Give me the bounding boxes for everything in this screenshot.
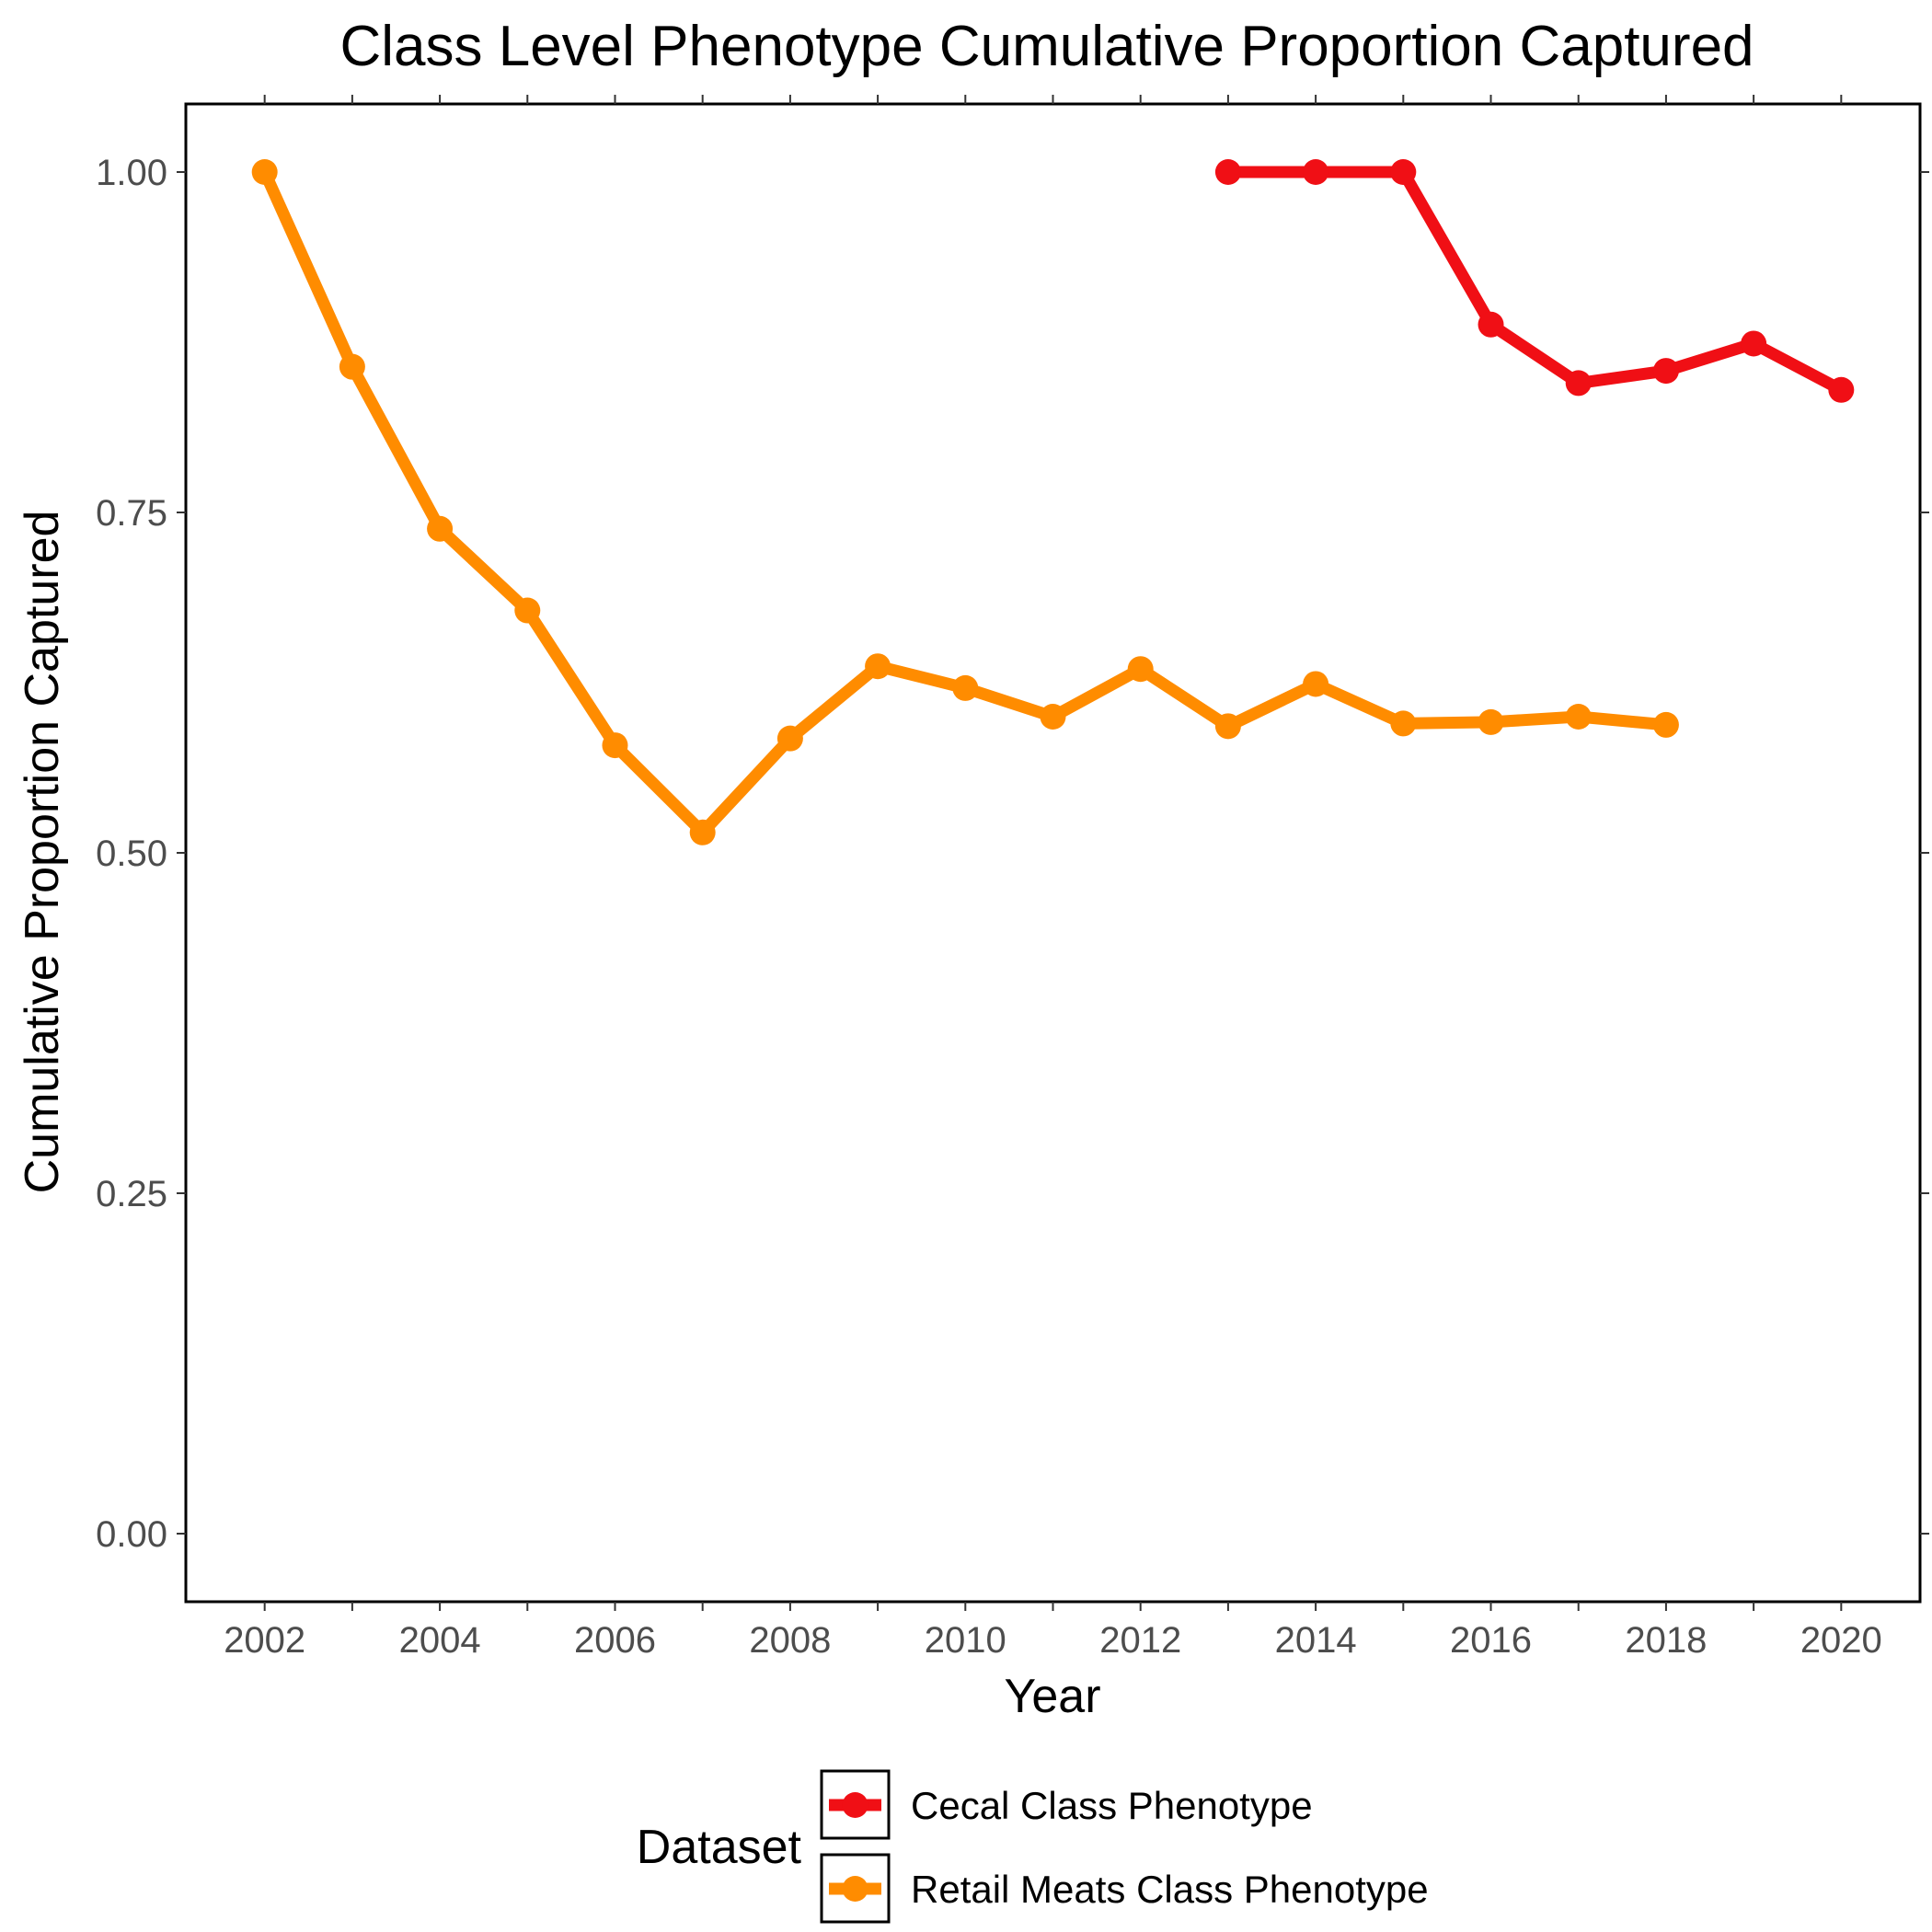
y-tick-label: 0.50: [96, 834, 167, 874]
data-point: [1127, 656, 1154, 683]
data-point: [1565, 370, 1592, 397]
data-point: [1652, 358, 1679, 385]
series-line: [1222, 166, 1847, 397]
x-axis: 2002 2004 2006 2008 2010 2012 2014 2016 2018 2020: [224, 95, 1882, 1661]
data-point: [1390, 159, 1417, 185]
data-point: [1303, 159, 1329, 185]
data-point: [689, 819, 716, 845]
legend-key-point: [842, 1876, 868, 1902]
legend-items: Cecal Class Phenotype Retail Meats Class …: [820, 1769, 1429, 1924]
data-point: [1214, 713, 1241, 740]
data-point: [427, 515, 454, 542]
legend: Dataset Cecal Class Phenotype Retail Meat…: [637, 1769, 1429, 1924]
data-point: [1478, 311, 1504, 338]
legend-title: Dataset: [637, 1821, 802, 1874]
data-point: [602, 732, 628, 759]
data-point: [251, 159, 278, 185]
y-tick-label: 1.00: [96, 153, 167, 193]
series-0: [1214, 159, 1855, 403]
x-tick-label: 2014: [1275, 1620, 1357, 1661]
legend-item: Retail Meats Class Phenotype: [820, 1853, 1429, 1924]
data-point: [1040, 704, 1066, 730]
x-axis-title: Year: [1004, 1670, 1100, 1723]
legend-key-point: [842, 1792, 868, 1818]
x-tick-label: 2004: [399, 1620, 481, 1661]
x-tick-label: 2020: [1800, 1620, 1882, 1661]
series-1: [251, 159, 1679, 845]
x-tick-label: 2012: [1099, 1620, 1181, 1661]
data-point: [1652, 711, 1679, 738]
x-tick-label: 2006: [574, 1620, 656, 1661]
chart-title: Class Level Phenotype Cumulative Proport…: [339, 15, 1754, 78]
data-point: [1565, 704, 1592, 730]
data-point: [1303, 671, 1329, 697]
legend-item: Cecal Class Phenotype: [820, 1769, 1313, 1840]
legend-label: Retail Meats Class Phenotype: [911, 1868, 1429, 1911]
x-tick-label: 2016: [1450, 1620, 1532, 1661]
data-point: [1390, 710, 1417, 737]
y-axis-title: Cumulative Proportion Captured: [16, 511, 69, 1194]
data-point: [865, 653, 891, 680]
y-tick-label: 0.75: [96, 493, 167, 534]
data-point: [776, 725, 803, 752]
data-point: [952, 674, 979, 701]
y-tick-label: 0.00: [96, 1514, 167, 1555]
x-tick-label: 2002: [224, 1620, 305, 1661]
data-point: [1214, 159, 1241, 185]
data-point: [339, 353, 365, 380]
x-tick-label: 2010: [925, 1620, 1006, 1661]
y-tick-label: 0.25: [96, 1174, 167, 1214]
plot-series-layer: [251, 159, 1855, 845]
x-tick-label: 2018: [1625, 1620, 1707, 1661]
data-point: [1478, 708, 1504, 735]
data-point: [1741, 330, 1767, 357]
y-axis: 0.00 0.25 0.50 0.75 1.00: [96, 153, 1929, 1555]
x-tick-label: 2008: [749, 1620, 831, 1661]
legend-label: Cecal Class Phenotype: [911, 1784, 1313, 1827]
data-point: [1828, 376, 1855, 403]
data-point: [514, 597, 541, 624]
